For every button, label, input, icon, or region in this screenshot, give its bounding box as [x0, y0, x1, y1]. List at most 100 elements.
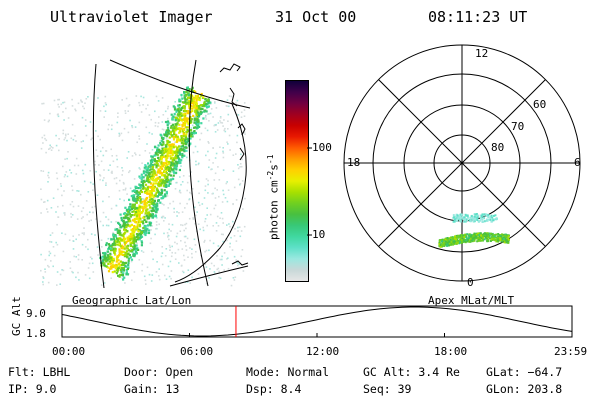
noise-pixel: [205, 118, 208, 120]
emission-pixel: [135, 192, 138, 195]
polar-emission-pixel: [459, 219, 462, 222]
mlt-label-0: 0: [467, 276, 474, 289]
emission-pixel: [161, 153, 164, 156]
emission-pixel: [151, 179, 154, 182]
noise-pixel: [170, 230, 172, 232]
emission-pixel: [168, 136, 171, 139]
noise-pixel: [47, 181, 49, 183]
noise-pixel: [205, 249, 208, 252]
noise-pixel: [44, 137, 46, 140]
emission-pixel: [152, 204, 155, 207]
noise-pixel: [90, 138, 92, 141]
emission-pixel: [115, 237, 119, 240]
noise-pixel: [234, 276, 237, 278]
polar-emission-pixel: [489, 216, 492, 219]
emission-pixel: [138, 232, 141, 235]
emission-pixel: [104, 255, 107, 258]
emission-pixel: [139, 206, 142, 209]
emission-pixel: [136, 223, 139, 226]
emission-pixel: [162, 143, 165, 146]
noise-pixel: [219, 217, 221, 219]
noise-pixel: [171, 223, 174, 226]
emission-pixel: [138, 215, 141, 218]
noise-pixel: [73, 255, 75, 258]
emission-pixel: [186, 98, 189, 101]
noise-pixel: [230, 123, 233, 126]
polar-emission-pixel: [474, 217, 477, 220]
emission-pixel: [126, 247, 129, 250]
noise-pixel: [190, 127, 193, 129]
polar-emission-pixel: [444, 239, 447, 242]
emission-pixel: [165, 135, 169, 138]
noise-pixel: [215, 230, 218, 232]
noise-pixel: [186, 237, 189, 240]
noise-pixel: [183, 153, 185, 156]
emission-pixel: [197, 115, 201, 118]
noise-pixel: [81, 243, 84, 246]
emission-pixel: [115, 268, 119, 272]
noise-pixel: [226, 239, 228, 242]
emission-pixel: [150, 177, 153, 180]
noise-pixel: [52, 147, 54, 149]
emission-pixel: [170, 151, 174, 155]
noise-pixel: [174, 241, 176, 244]
emission-pixel: [116, 243, 119, 246]
noise-pixel: [219, 117, 222, 119]
emission-pixel: [177, 114, 180, 117]
emission-pixel: [122, 271, 125, 274]
polar-emission-pixel: [495, 217, 498, 220]
noise-pixel: [144, 213, 146, 216]
noise-pixel: [113, 177, 116, 180]
noise-pixel: [226, 224, 228, 226]
timeline-tick-1200: 12:00: [306, 345, 340, 358]
noise-pixel: [188, 175, 191, 177]
noise-pixel: [116, 166, 119, 168]
emission-pixel: [134, 207, 137, 210]
noise-pixel: [110, 128, 113, 131]
emission-pixel: [195, 105, 198, 108]
dsp-value: Dsp: 8.4: [246, 382, 302, 396]
noise-pixel: [150, 229, 152, 231]
polar-emission-pixel: [444, 238, 447, 241]
noise-pixel: [204, 189, 207, 192]
noise-pixel: [228, 134, 231, 137]
polar-emission-pixel: [461, 234, 464, 237]
emission-pixel: [180, 112, 183, 115]
noise-pixel: [107, 224, 110, 227]
emission-pixel: [166, 153, 169, 156]
noise-pixel: [224, 127, 226, 130]
emission-pixel: [116, 270, 119, 273]
emission-pixel: [138, 208, 141, 211]
emission-pixel: [104, 252, 107, 255]
noise-pixel: [183, 229, 185, 232]
polar-emission-pixel: [472, 234, 475, 237]
polar-emission-pixel: [441, 240, 443, 243]
emission-pixel: [142, 208, 145, 211]
noise-pixel: [81, 169, 84, 172]
polar-emission-pixel: [466, 214, 469, 217]
noise-pixel: [116, 121, 119, 124]
polar-emission-pixel: [487, 218, 490, 221]
emission-pixel: [184, 98, 187, 101]
emission-pixel: [153, 185, 156, 188]
emission-pixel: [165, 144, 168, 147]
polar-emission-pixel: [489, 237, 491, 240]
emission-pixel: [169, 178, 172, 181]
noise-pixel: [207, 192, 209, 194]
noise-pixel: [128, 104, 131, 106]
emission-pixel: [132, 253, 135, 256]
noise-pixel: [62, 165, 64, 168]
emission-pixel: [118, 250, 121, 253]
emission-pixel: [178, 145, 181, 148]
emission-pixel: [136, 190, 139, 193]
emission-pixel: [141, 200, 144, 203]
emission-pixel: [157, 164, 160, 167]
noise-pixel: [228, 95, 231, 97]
noise-pixel: [214, 102, 216, 104]
emission-pixel: [151, 198, 154, 201]
polar-emission-pixel: [473, 239, 476, 242]
emission-pixel: [137, 230, 140, 233]
polar-emission-pixel: [460, 213, 463, 216]
noise-pixel: [138, 167, 141, 169]
